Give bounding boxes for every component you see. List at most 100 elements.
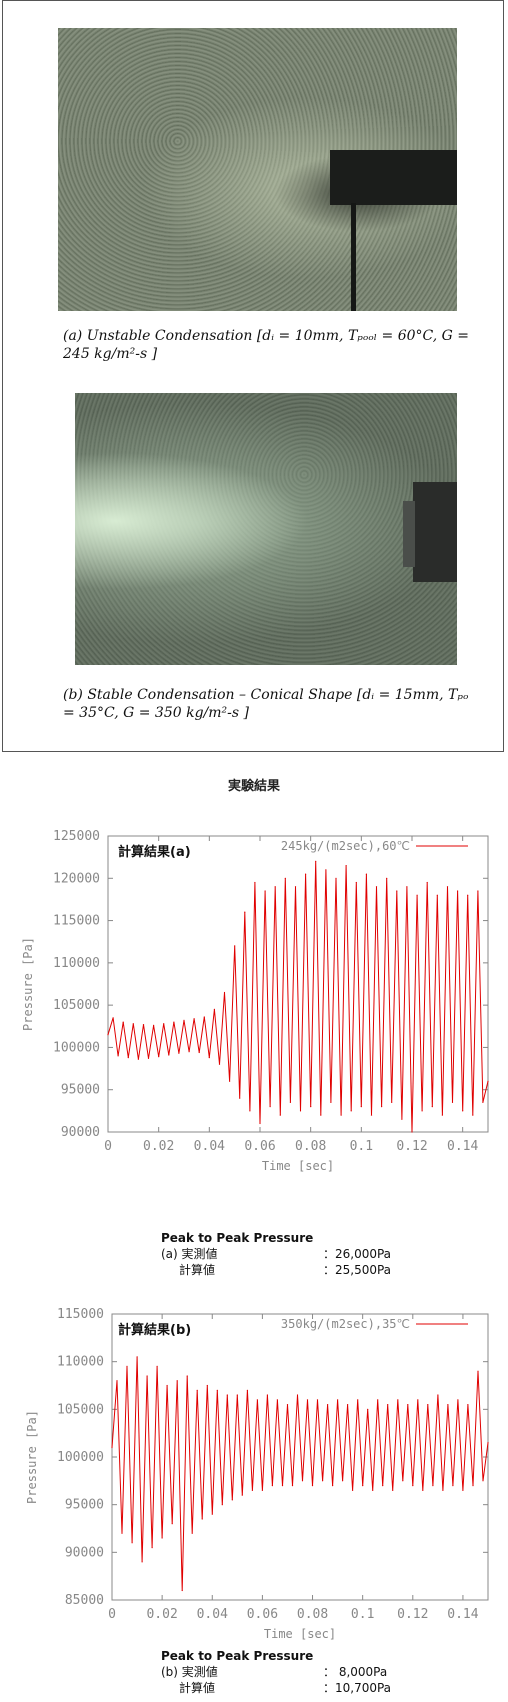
data-point <box>446 886 449 888</box>
data-point <box>122 1021 124 1023</box>
data-point <box>462 1489 464 1491</box>
data-point <box>467 894 469 896</box>
data-point <box>451 1101 454 1103</box>
condensation-photo-unstable <box>58 28 457 311</box>
data-point <box>254 881 256 884</box>
data-point <box>402 1480 404 1482</box>
data-point <box>426 881 428 884</box>
data-point <box>136 1356 138 1358</box>
data-point <box>112 1017 114 1019</box>
data-point <box>296 1394 299 1396</box>
data-point <box>482 1480 484 1482</box>
data-point <box>166 1384 168 1387</box>
data-point <box>171 1523 173 1525</box>
chart-inset-label: 計算結果(b) <box>118 1322 191 1338</box>
data-point <box>121 1532 123 1534</box>
data-point <box>411 1131 413 1133</box>
data-point <box>412 1485 414 1487</box>
data-point <box>316 1399 319 1401</box>
data-point <box>127 1057 129 1059</box>
data-point <box>335 877 337 879</box>
data-point <box>168 1054 170 1056</box>
data-point <box>377 1399 379 1401</box>
data-point <box>196 1389 198 1391</box>
data-point <box>271 1485 273 1487</box>
data-point <box>218 1063 221 1065</box>
series-line <box>107 861 489 1133</box>
data-point <box>183 1019 185 1021</box>
data-point <box>432 1485 434 1487</box>
data-point <box>487 1080 489 1082</box>
nozzle-tip-shape <box>403 501 415 567</box>
ptp-measured-row: (b) 実測値 ： 8,000Pa <box>161 1664 461 1680</box>
y-tick-label: 95000 <box>65 1498 104 1513</box>
x-tick-label: 0.02 <box>143 1139 174 1154</box>
data-point <box>246 1389 248 1391</box>
data-point <box>281 1485 284 1487</box>
data-point <box>447 1404 449 1406</box>
data-point <box>467 1404 469 1406</box>
data-point <box>259 1122 261 1125</box>
x-tick-label: 0 <box>108 1607 116 1622</box>
data-point <box>452 1485 454 1487</box>
data-point <box>370 1114 373 1116</box>
data-point <box>226 1394 228 1396</box>
data-point <box>345 865 347 867</box>
data-point <box>392 1489 394 1491</box>
ptp-measured-label: (a) 実測値 <box>161 1247 218 1261</box>
y-tick-label: 110000 <box>57 1355 104 1370</box>
data-point <box>350 1110 352 1112</box>
data-point <box>330 1101 332 1103</box>
data-point <box>186 1375 188 1377</box>
data-point <box>241 1494 243 1496</box>
data-point <box>310 1106 312 1108</box>
x-tick-label: 0.04 <box>197 1607 228 1622</box>
data-point <box>482 1101 484 1103</box>
x-axis-label: Time [sec] <box>262 1159 334 1173</box>
data-point <box>251 1489 253 1491</box>
ptp-title: Peak to Peak Pressure <box>161 1231 314 1245</box>
ptp-title: Peak to Peak Pressure <box>161 1649 314 1663</box>
data-point <box>477 1370 479 1372</box>
data-point <box>327 1404 329 1406</box>
ptp-computed-label: 計算値 <box>179 1263 216 1277</box>
data-point <box>178 1052 180 1054</box>
y-tick-label: 125000 <box>53 829 100 844</box>
data-point <box>163 1023 165 1025</box>
legend-label: 245kg/(m2sec),60℃ <box>281 839 410 853</box>
data-point <box>382 1485 384 1487</box>
data-point <box>289 1101 291 1103</box>
y-tick-label: 95000 <box>61 1083 100 1098</box>
support-rod-shape <box>351 203 356 311</box>
data-point <box>173 1021 175 1023</box>
data-point <box>477 890 479 892</box>
data-point <box>372 1489 374 1491</box>
data-point <box>457 1399 459 1401</box>
data-point <box>236 1394 238 1396</box>
data-point <box>206 1384 208 1387</box>
data-point <box>116 1380 118 1382</box>
x-tick-label: 0.08 <box>295 1139 326 1154</box>
data-point <box>431 1106 433 1108</box>
data-point <box>276 1399 278 1401</box>
data-point <box>131 1542 133 1544</box>
plot-frame <box>107 835 489 1133</box>
data-point <box>193 1018 195 1020</box>
y-tick-label: 100000 <box>53 1040 100 1055</box>
data-point <box>231 1499 233 1501</box>
data-point <box>111 1446 113 1449</box>
x-tick-label: 0.12 <box>396 1139 427 1154</box>
x-tick-label: 0.1 <box>351 1607 374 1622</box>
data-point <box>132 1023 134 1025</box>
data-point <box>239 1097 241 1099</box>
data-point <box>284 877 286 879</box>
data-point <box>391 1101 393 1103</box>
y-tick-label: 100000 <box>57 1450 104 1465</box>
data-point <box>421 1110 423 1112</box>
data-point <box>291 1485 294 1487</box>
data-point <box>337 1399 339 1401</box>
data-point <box>387 1404 389 1406</box>
data-point <box>375 886 378 888</box>
data-point <box>274 886 276 888</box>
photo-caption-b: (b) Stable Condensation – Conical Shape … <box>63 687 469 721</box>
